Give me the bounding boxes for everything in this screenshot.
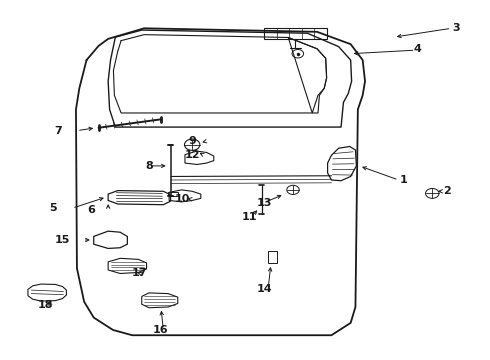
Bar: [264, 28, 327, 39]
Text: 1: 1: [399, 175, 407, 185]
Bar: [168, 192, 178, 196]
Text: 4: 4: [414, 45, 422, 54]
Text: 11: 11: [242, 212, 258, 222]
Text: 15: 15: [55, 235, 70, 245]
Text: 8: 8: [145, 161, 153, 171]
Text: 16: 16: [153, 325, 169, 335]
Text: 2: 2: [443, 186, 451, 195]
Text: 14: 14: [256, 284, 272, 294]
Bar: [268, 251, 277, 263]
Text: 9: 9: [188, 136, 196, 146]
Text: 12: 12: [184, 150, 200, 160]
Text: 6: 6: [87, 205, 95, 215]
Text: 13: 13: [257, 198, 272, 208]
Text: 7: 7: [54, 126, 62, 136]
Text: 17: 17: [132, 269, 147, 279]
Text: 10: 10: [175, 194, 190, 204]
Text: 3: 3: [452, 23, 460, 33]
Text: 5: 5: [49, 203, 57, 213]
Text: 18: 18: [38, 300, 53, 310]
